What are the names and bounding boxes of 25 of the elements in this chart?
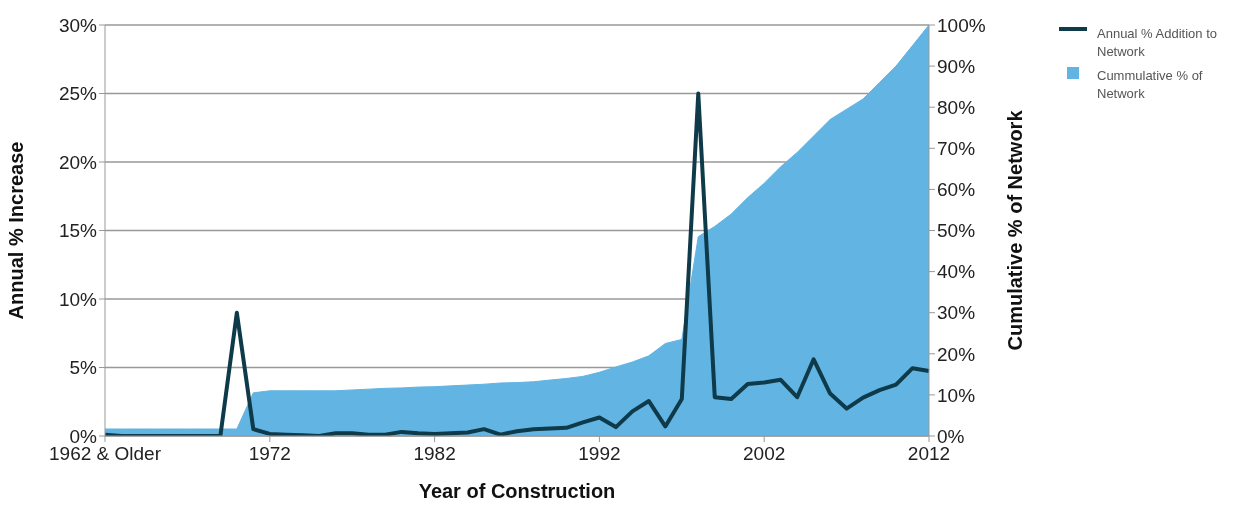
legend-label: Annual % Addition to Network xyxy=(1097,25,1218,61)
y2-tick-label: 60% xyxy=(937,179,976,201)
y2-tick-label: 40% xyxy=(937,261,976,283)
x-tick-label: 1992 xyxy=(578,443,621,464)
y2-tick-label: 100% xyxy=(937,14,986,36)
legend-label: Cummulative % of Network xyxy=(1097,67,1204,103)
y2-tick-label: 70% xyxy=(937,138,976,160)
y2-tick-label: 10% xyxy=(937,384,976,406)
y2-tick-label: 90% xyxy=(937,55,976,77)
x-axis-title: Year of Construction xyxy=(418,480,616,502)
y-tick-label: 15% xyxy=(58,220,98,242)
y-tick-label: 20% xyxy=(58,151,98,173)
y2-tick-label: 20% xyxy=(937,343,976,365)
x-tick-label: 1972 xyxy=(248,443,291,464)
y-tick-label: 25% xyxy=(58,83,98,105)
y2-tick-label: 80% xyxy=(937,96,976,118)
y-tick-label: 5% xyxy=(69,357,98,379)
y2-tick-label: 50% xyxy=(937,220,976,242)
y-axis-title: Annual % Increase xyxy=(5,141,28,320)
y2-tick-label: 30% xyxy=(937,302,976,324)
x-tick-label: 2002 xyxy=(743,443,786,464)
y2-axis-title: Cumulative % of Network xyxy=(1004,109,1027,351)
y-tick-label: 30% xyxy=(58,14,98,36)
x-tick-label: 1982 xyxy=(413,443,456,464)
y-tick-label: 10% xyxy=(58,288,98,310)
